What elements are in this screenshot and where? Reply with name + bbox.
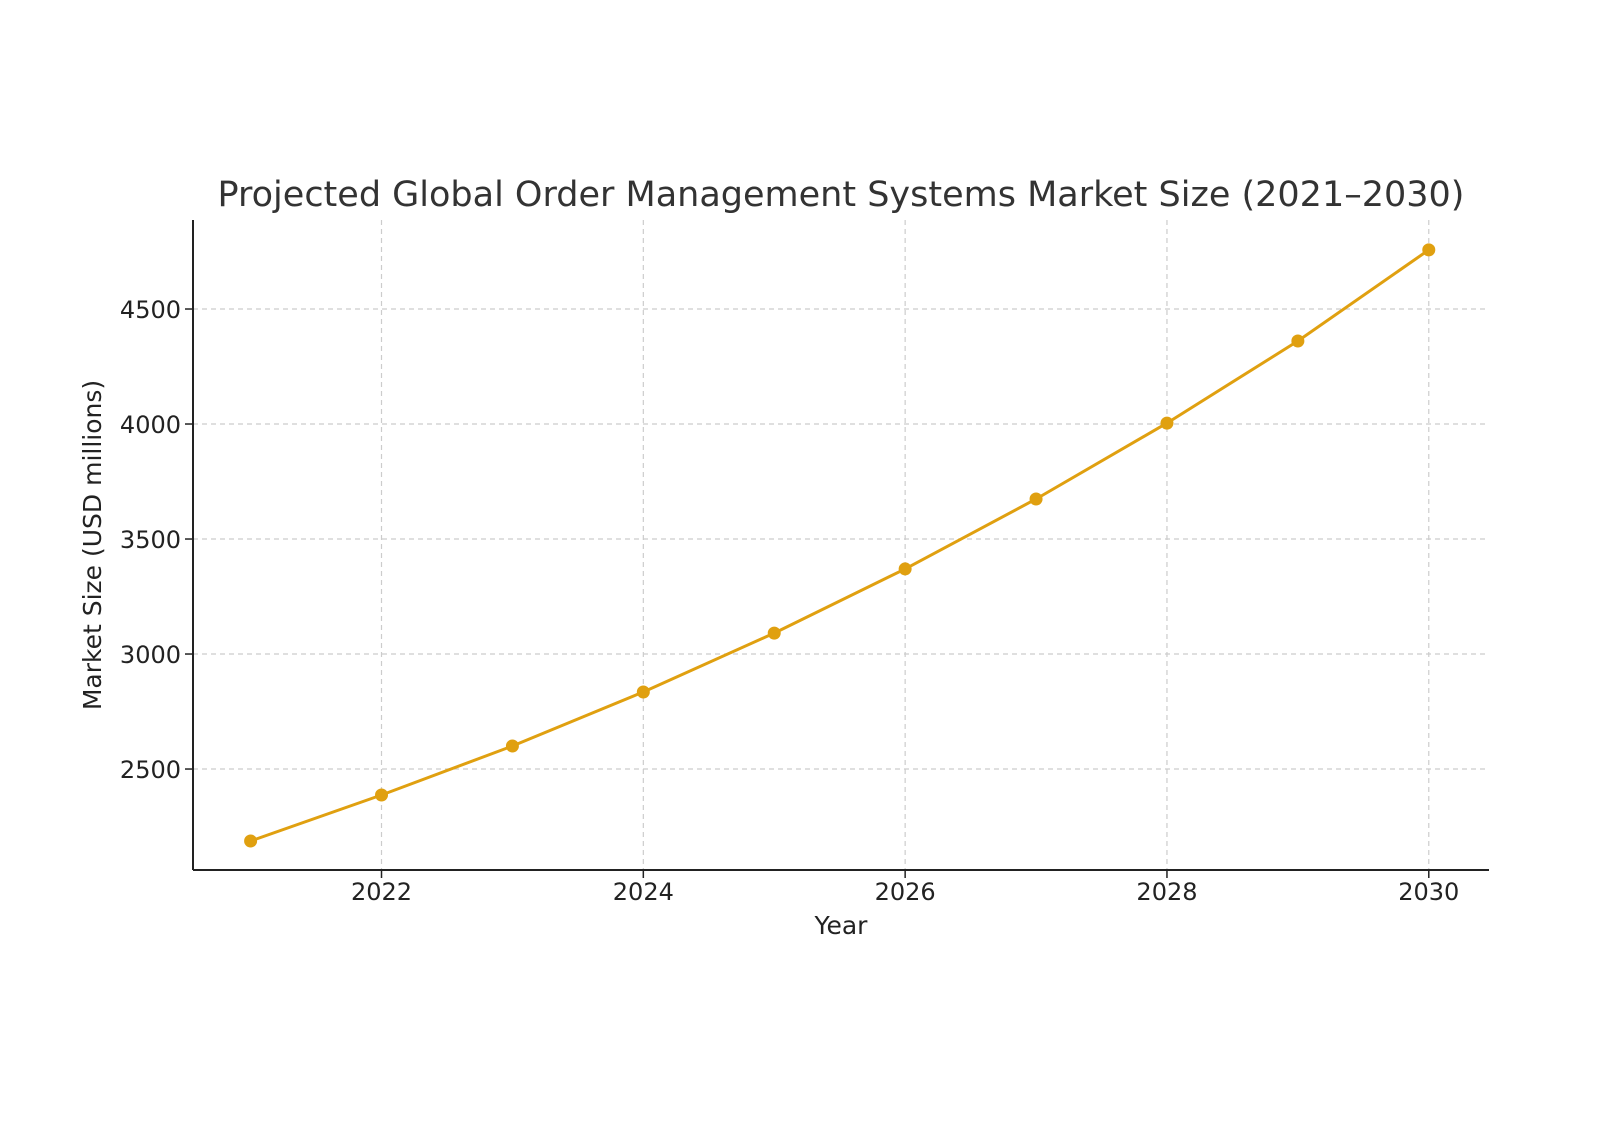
data-point bbox=[1422, 243, 1436, 257]
data-point bbox=[1029, 492, 1043, 506]
axes bbox=[192, 220, 1489, 871]
y-tick-label: 4500 bbox=[120, 296, 181, 324]
grid bbox=[193, 220, 1489, 870]
series-line bbox=[250, 248, 1430, 843]
y-tick-label: 4000 bbox=[120, 411, 181, 439]
data-point bbox=[1291, 334, 1305, 348]
data-point bbox=[375, 788, 389, 802]
y-axis-label: Market Size (USD millions) bbox=[78, 380, 107, 710]
x-tick-label: 2022 bbox=[351, 878, 412, 906]
data-point bbox=[505, 739, 519, 753]
x-tick-label: 2030 bbox=[1398, 878, 1459, 906]
data-point bbox=[1160, 416, 1174, 430]
y-tick-label: 3000 bbox=[120, 641, 181, 669]
data-point bbox=[636, 685, 650, 699]
x-tick-label: 2028 bbox=[1136, 878, 1197, 906]
ticks: 2022 2024 2026 2028 2030 2500 3000 3500 4000 4500 bbox=[120, 296, 1459, 906]
data-point bbox=[244, 834, 258, 848]
data-point bbox=[767, 626, 781, 640]
y-tick-label: 2500 bbox=[120, 756, 181, 784]
chart-title: Projected Global Order Management System… bbox=[218, 175, 1465, 215]
data-point bbox=[898, 562, 912, 576]
series bbox=[244, 243, 1436, 848]
x-axis-label: Year bbox=[814, 911, 869, 940]
x-tick-label: 2024 bbox=[613, 878, 674, 906]
x-tick-label: 2026 bbox=[875, 878, 936, 906]
y-tick-label: 3500 bbox=[120, 526, 181, 554]
